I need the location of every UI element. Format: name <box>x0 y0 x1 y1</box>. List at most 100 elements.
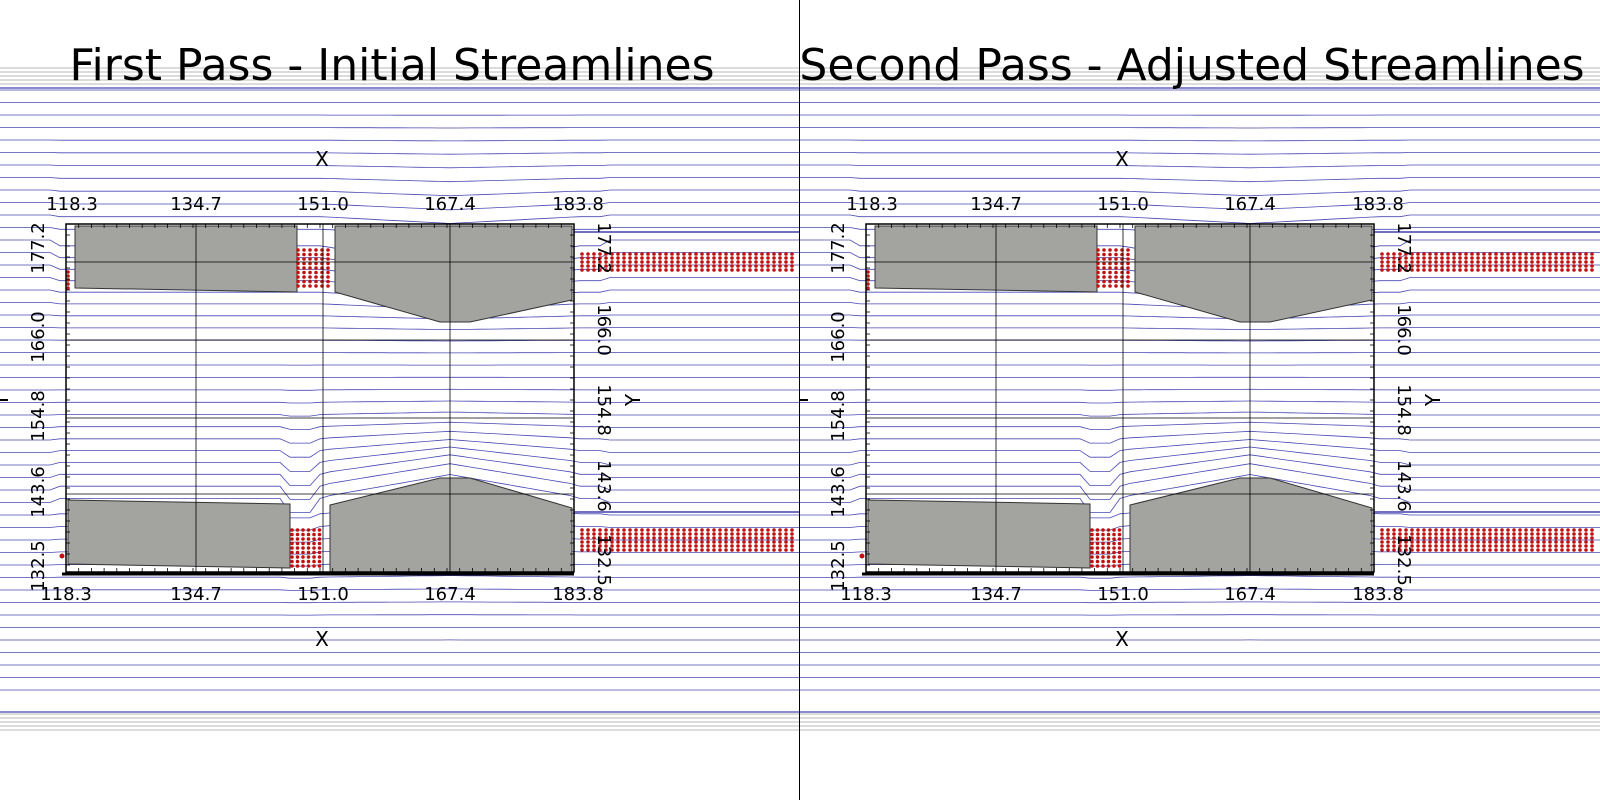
seed-point <box>1458 528 1462 532</box>
seed-point <box>296 248 300 252</box>
seed-point <box>718 256 722 260</box>
seed-point <box>640 528 644 532</box>
seed-point <box>301 559 305 564</box>
seed-point <box>1494 548 1498 552</box>
seed-point <box>604 260 608 264</box>
seed-point <box>610 536 614 540</box>
seed-point <box>1518 252 1522 256</box>
seed-point <box>1584 532 1588 536</box>
y-tick-label: 177.2 <box>828 222 849 274</box>
seed-point <box>664 536 668 540</box>
seed-point <box>326 266 330 270</box>
seed-point <box>706 252 710 256</box>
seed-point <box>1476 264 1480 268</box>
streamlines <box>800 67 1600 731</box>
seed-point <box>640 264 644 268</box>
seed-point <box>682 544 686 548</box>
seed-point <box>1488 256 1492 260</box>
seed-point <box>760 544 764 548</box>
seed-point <box>1542 268 1546 272</box>
seed-point <box>652 528 656 532</box>
seed-point <box>1446 260 1450 264</box>
y-axis-title: Y <box>1421 393 1445 407</box>
seed-point <box>1095 532 1100 537</box>
x-tick-label: 134.7 <box>970 584 1022 605</box>
seed-point <box>1560 528 1564 532</box>
seed-point <box>670 268 674 272</box>
seed-point <box>1380 548 1384 552</box>
seed-point <box>676 532 680 536</box>
seed-point <box>598 548 602 552</box>
seed-point <box>1126 248 1130 252</box>
x-axis-title-bottom: X <box>1115 627 1129 651</box>
seed-point <box>1112 528 1116 532</box>
seed-point <box>1470 536 1474 540</box>
seed-point <box>1114 279 1118 284</box>
streamline <box>800 189 1600 197</box>
seed-point <box>784 528 788 532</box>
seed-point <box>1566 544 1570 548</box>
seed-point <box>1590 264 1594 268</box>
seed-point <box>1126 279 1130 284</box>
seed-point <box>1410 548 1414 552</box>
seed-point <box>1506 264 1510 268</box>
seed-point <box>1126 266 1130 270</box>
seed-point <box>1434 540 1438 544</box>
seed-point <box>1536 268 1540 272</box>
seed-point <box>1410 264 1414 268</box>
seed-point <box>1398 528 1402 532</box>
second-pass-render: Second Pass - Adjusted Streamlines X X Y… <box>800 40 1600 731</box>
seed-point <box>622 260 626 264</box>
second-pass-viewport[interactable]: Second Pass - Adjusted Streamlines X X Y… <box>800 0 1600 800</box>
seed-point <box>1410 256 1414 260</box>
seed-point <box>586 268 590 272</box>
seed-point <box>1500 540 1504 544</box>
seed-point <box>1500 528 1504 532</box>
seed-point <box>1494 260 1498 264</box>
seed-point <box>1095 550 1100 555</box>
seed-point <box>1524 528 1528 532</box>
seed-point <box>688 532 692 536</box>
seed-point <box>706 540 710 544</box>
seed-point <box>724 256 728 260</box>
seed-point <box>1440 544 1444 548</box>
obstacle <box>334 225 573 323</box>
seed-point <box>682 532 686 536</box>
seed-point <box>772 264 776 268</box>
seed-point <box>658 548 662 552</box>
x-tick-label: 183.8 <box>552 584 604 605</box>
seed-point <box>748 536 752 540</box>
seed-point <box>1488 268 1492 272</box>
seed-point <box>730 264 734 268</box>
seed-point <box>66 270 70 274</box>
seed-point <box>736 548 740 552</box>
seed-point <box>598 256 602 260</box>
first-pass-viewport[interactable]: First Pass - Initial Streamlines X X Y 1… <box>0 0 800 800</box>
seed-point <box>1482 532 1486 536</box>
seed-point <box>1102 279 1106 284</box>
seed-point <box>1096 261 1100 266</box>
x-tick-label: 151.0 <box>297 194 349 215</box>
seed-point <box>1464 252 1468 256</box>
streamline <box>0 446 799 472</box>
streamline <box>800 601 1600 604</box>
seed-point <box>790 544 794 548</box>
streamline <box>0 127 799 129</box>
obstacle <box>329 477 573 573</box>
seed-point <box>724 252 728 256</box>
seed-point <box>1398 548 1402 552</box>
seed-point <box>592 544 596 548</box>
seed-point <box>622 532 626 536</box>
seed-point <box>1404 540 1408 544</box>
axes-frame <box>0 223 575 576</box>
obstacle <box>1129 477 1373 573</box>
seed-point <box>598 268 602 272</box>
seed-point <box>1112 550 1116 555</box>
streamline <box>0 601 799 604</box>
seed-point <box>688 264 692 268</box>
seed-point <box>306 546 311 550</box>
seed-point <box>1416 528 1420 532</box>
seed-point <box>1428 252 1432 256</box>
streamline <box>800 430 1600 444</box>
